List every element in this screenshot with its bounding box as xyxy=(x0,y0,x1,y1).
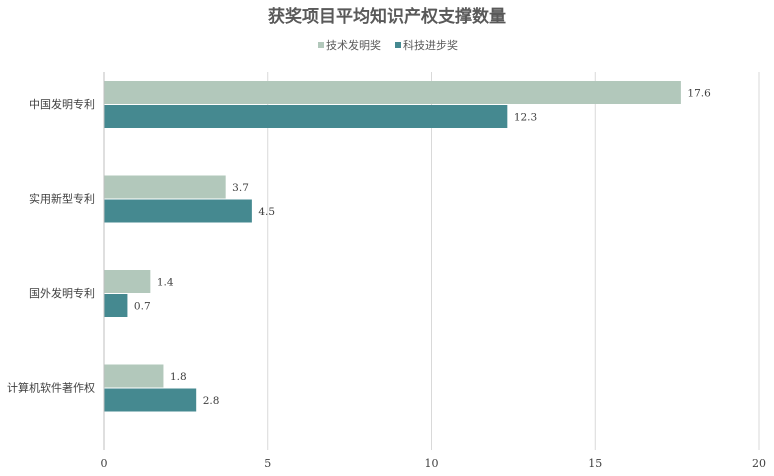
bar xyxy=(104,81,681,104)
data-label: 12.3 xyxy=(514,112,537,124)
data-label: 1.8 xyxy=(170,371,187,383)
x-tick-label: 15 xyxy=(588,457,602,470)
legend: 技术发明奖 科技进步奖 xyxy=(318,38,458,52)
bar xyxy=(104,175,226,199)
category-label: 实用新型专利 xyxy=(29,192,95,206)
value-labels: 17.6 12.3 3.7 4.5 1.4 0.7 1.8 2.8 xyxy=(134,88,711,408)
category-label: 国外发明专利 xyxy=(29,286,95,300)
chart-title: 获奖项目平均知识产权支撑数量 xyxy=(268,6,506,27)
data-label: 17.6 xyxy=(687,88,711,100)
bar xyxy=(104,294,128,317)
legend-label: 技术发明奖 xyxy=(326,38,381,52)
data-label: 2.8 xyxy=(203,395,220,407)
legend-swatch xyxy=(318,42,324,48)
x-axis-ticks: 0 5 10 15 20 xyxy=(101,457,767,470)
bar xyxy=(104,364,164,388)
data-label: 0.7 xyxy=(134,301,151,313)
legend-label: 科技进步奖 xyxy=(403,38,458,52)
x-tick-label: 0 xyxy=(101,457,108,470)
bar xyxy=(104,199,252,223)
x-tick-label: 10 xyxy=(425,457,439,470)
legend-swatch xyxy=(395,42,401,48)
bar xyxy=(104,270,151,293)
category-label: 中国发明专利 xyxy=(29,97,95,111)
gridlines xyxy=(103,72,760,450)
data-label: 1.4 xyxy=(157,277,174,289)
x-tick-label: 20 xyxy=(752,457,766,470)
x-tick-label: 5 xyxy=(264,457,271,470)
data-label: 4.5 xyxy=(258,206,275,218)
data-label: 3.7 xyxy=(232,182,249,194)
category-label: 计算机软件著作权 xyxy=(7,381,95,395)
bar xyxy=(104,105,508,128)
bar xyxy=(104,388,197,412)
bars xyxy=(104,81,681,412)
